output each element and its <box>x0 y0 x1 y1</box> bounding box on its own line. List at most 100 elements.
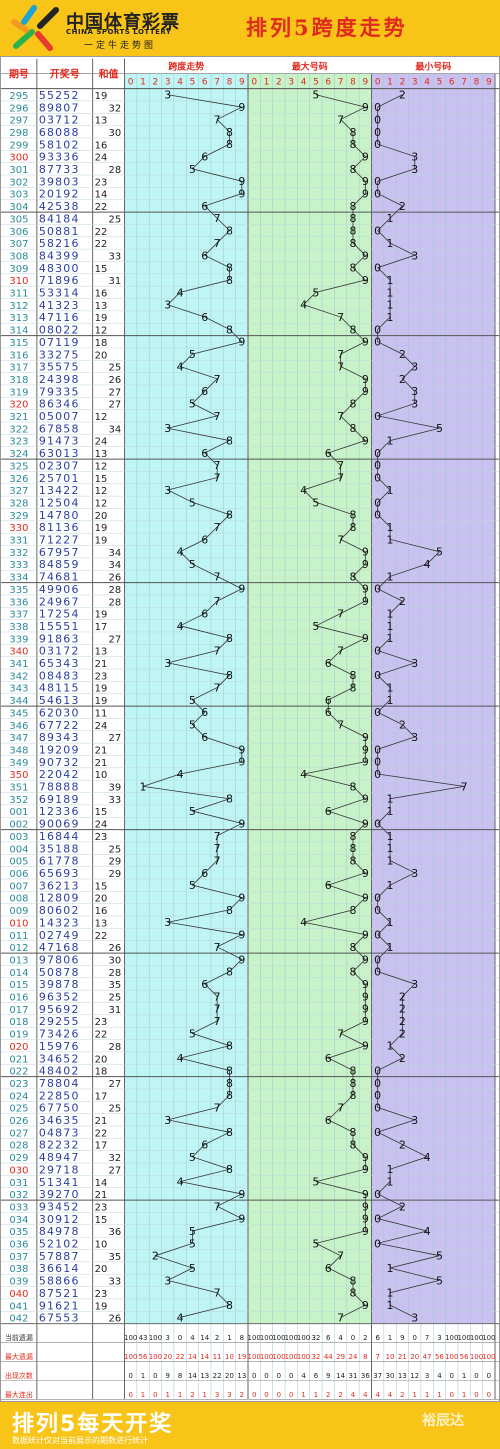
sum-cell: 28 <box>109 597 122 608</box>
period-cell: 325 <box>9 461 28 472</box>
digit-header: 5 <box>437 78 443 88</box>
draw-number-cell: 12336 <box>39 805 80 818</box>
trend-mark: 5 <box>436 1250 443 1263</box>
stat-value: 0 <box>450 1372 454 1380</box>
stat-value: 1 <box>178 1391 182 1399</box>
sum-cell: 19 <box>95 684 108 695</box>
trend-mark: 5 <box>189 397 196 410</box>
draw-number-cell: 48300 <box>39 262 80 275</box>
stat-value: 36 <box>361 1372 370 1380</box>
trend-mark: 8 <box>226 966 233 979</box>
trend-mark: 1 <box>387 435 394 448</box>
trend-mark: 9 <box>362 1299 369 1312</box>
period-cell: 332 <box>9 548 28 559</box>
trend-mark: 3 <box>411 731 418 744</box>
trend-mark: 7 <box>337 459 344 472</box>
stat-value: 1 <box>227 1334 231 1342</box>
draw-number-cell: 02749 <box>39 929 80 942</box>
sum-cell: 24 <box>95 437 108 448</box>
draw-number-cell: 29718 <box>39 1163 80 1176</box>
period-cell: 019 <box>9 1030 28 1041</box>
sum-cell: 15 <box>95 1215 108 1226</box>
sum-cell: 26 <box>109 375 122 386</box>
trend-mark: 3 <box>411 978 418 991</box>
sum-cell: 28 <box>109 968 122 979</box>
trend-mark: 9 <box>362 1200 369 1213</box>
trend-mark: 5 <box>189 558 196 571</box>
sum-cell: 13 <box>95 918 108 929</box>
footer-brand: 裕辰达 <box>422 1413 464 1429</box>
sum-cell: 27 <box>109 1165 122 1176</box>
trend-mark: 9 <box>238 743 245 756</box>
trend-mark: 4 <box>177 1176 184 1189</box>
trend-mark: 0 <box>374 904 381 917</box>
trend-mark: 9 <box>238 1188 245 1201</box>
logo-en-title: CHINA SPORTS LOTTERY <box>66 28 172 36</box>
sum-cell: 13 <box>95 647 108 658</box>
trend-mark: 6 <box>201 978 208 991</box>
period-cell: 022 <box>9 1067 28 1078</box>
stat-value: 4 <box>437 1372 442 1380</box>
stat-value: 100 <box>285 1353 298 1361</box>
period-cell: 323 <box>9 437 28 448</box>
sum-cell: 26 <box>109 573 122 584</box>
draw-number-cell: 79335 <box>39 385 80 398</box>
trend-mark: 8 <box>226 1040 233 1053</box>
stat-value: 44 <box>324 1353 333 1361</box>
stat-value: 10 <box>386 1353 395 1361</box>
digit-header: 2 <box>153 78 159 88</box>
stat-value: 47 <box>423 1353 432 1361</box>
period-cell: 307 <box>9 239 28 250</box>
draw-number-cell: 73426 <box>39 1028 80 1041</box>
draw-number-cell: 65693 <box>39 867 80 880</box>
draw-number-cell: 89343 <box>39 731 80 744</box>
draw-number-cell: 89807 <box>39 101 80 114</box>
trend-mark: 1 <box>387 682 394 695</box>
sum-cell: 26 <box>109 1314 122 1325</box>
period-cell: 318 <box>9 375 28 386</box>
stat-value: 0 <box>153 1391 157 1399</box>
sum-cell: 23 <box>95 671 108 682</box>
draw-number-cell: 15551 <box>39 620 80 633</box>
period-cell: 006 <box>9 869 28 880</box>
digit-header: 2 <box>400 78 406 88</box>
stat-value: 32 <box>311 1353 320 1361</box>
trend-mark: 9 <box>362 990 369 1003</box>
trend-mark: 2 <box>399 1139 406 1152</box>
trend-mark: 9 <box>362 743 369 756</box>
draw-number-cell: 14323 <box>39 916 80 929</box>
trend-mark: 8 <box>350 941 357 954</box>
stat-value: 56 <box>139 1353 148 1361</box>
draw-number-cell: 03172 <box>39 645 80 658</box>
stat-value: 100 <box>470 1334 483 1342</box>
digit-header: 3 <box>165 78 171 88</box>
draw-number-cell: 22042 <box>39 768 80 781</box>
stat-value: 14 <box>336 1372 345 1380</box>
stat-value: 14 <box>188 1372 197 1380</box>
trend-mark: 4 <box>177 768 184 781</box>
trend-mark: 7 <box>214 113 221 126</box>
trend-mark: 0 <box>374 126 381 139</box>
trend-mark: 2 <box>399 1052 406 1065</box>
draw-number-cell: 07119 <box>39 336 80 349</box>
trend-mark: 8 <box>350 397 357 410</box>
period-cell: 327 <box>9 486 28 497</box>
stat-value: 0 <box>487 1391 491 1399</box>
trend-mark: 9 <box>362 1225 369 1238</box>
trend-mark: 0 <box>374 1064 381 1077</box>
trend-mark: 8 <box>350 509 357 522</box>
sum-cell: 14 <box>95 190 108 201</box>
trend-mark: 6 <box>325 1114 332 1127</box>
trend-mark: 1 <box>387 941 394 954</box>
trend-mark: 8 <box>226 1064 233 1077</box>
trend-mark: 1 <box>387 212 394 225</box>
sum-cell: 12 <box>95 326 108 337</box>
trend-mark: 9 <box>362 583 369 596</box>
draw-number-cell: 71227 <box>39 534 80 547</box>
draw-number-cell: 48115 <box>39 682 80 695</box>
stat-value: 24 <box>349 1353 358 1361</box>
trend-mark: 5 <box>189 1262 196 1275</box>
draw-number-cell: 58102 <box>39 138 80 151</box>
stat-value: 21 <box>398 1353 407 1361</box>
trend-mark: 4 <box>177 546 184 559</box>
